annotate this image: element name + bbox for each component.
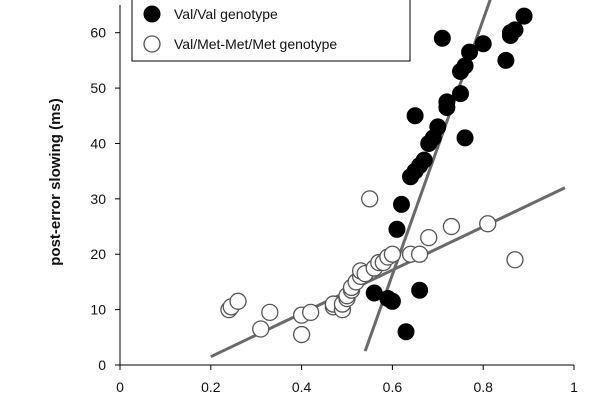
data-point-valval: [438, 98, 456, 116]
data-point-valmet: [302, 303, 320, 322]
x-tick-label: 0: [116, 379, 124, 395]
data-point-valmet: [261, 303, 279, 322]
data-point-valval: [452, 85, 469, 103]
data-point-valval: [383, 292, 401, 310]
x-tick-label: 1: [570, 379, 578, 395]
data-point-valmet: [442, 217, 461, 236]
y-tick-label: 20: [90, 246, 106, 262]
x-tick-label: 0.4: [292, 379, 312, 395]
data-point-valval: [515, 7, 533, 25]
data-point-valmet: [292, 325, 311, 344]
y-tick-label: 60: [90, 25, 106, 41]
legend-label-0: Val/Val genotype: [174, 6, 278, 22]
y-tick-label: 40: [90, 135, 106, 151]
data-point-valmet: [229, 292, 247, 310]
data-point-valmet: [479, 215, 497, 233]
legend-box: [131, 0, 411, 62]
data-point-valval: [397, 323, 415, 341]
data-point-valmet: [420, 228, 438, 247]
data-point-valmet: [506, 251, 524, 269]
legend-label-1: Val/Met-Met/Met genotype: [174, 36, 337, 52]
data-point-valmet: [361, 190, 379, 208]
data-point-valval: [456, 129, 474, 147]
data-point-valval: [388, 220, 406, 238]
data-point-valval: [506, 21, 524, 39]
data-point-valval: [411, 281, 429, 299]
y-tick-label: 30: [90, 191, 106, 207]
data-point-valval: [497, 51, 515, 69]
y-tick-label: 10: [90, 302, 106, 318]
data-point-valval: [429, 118, 447, 136]
data-point-valmet: [383, 245, 402, 263]
data-point-valval: [474, 35, 492, 53]
x-tick-label: 0.8: [473, 379, 493, 395]
data-point-valval: [392, 195, 410, 213]
data-point-valval: [433, 29, 451, 47]
data-point-valval: [406, 107, 424, 125]
data-points: [220, 7, 533, 344]
legend-marker-1: [143, 35, 161, 53]
y-axis-label: post-error slowing (ms): [47, 98, 64, 266]
x-tick-label: 0.2: [201, 379, 221, 395]
data-point-valmet: [410, 245, 429, 263]
legend-marker-0: [143, 5, 161, 23]
data-point-valval: [415, 151, 433, 169]
trend-line-series-1: [210, 186, 566, 359]
data-point-valmet: [252, 320, 270, 338]
y-tick-label: 0: [98, 357, 106, 373]
y-tick-label: 50: [90, 80, 106, 96]
data-point-valval: [456, 57, 474, 75]
legend: Val/Val genotype Val/Met-Met/Met genotype: [131, 0, 411, 62]
x-tick-label: 0.6: [383, 379, 403, 395]
